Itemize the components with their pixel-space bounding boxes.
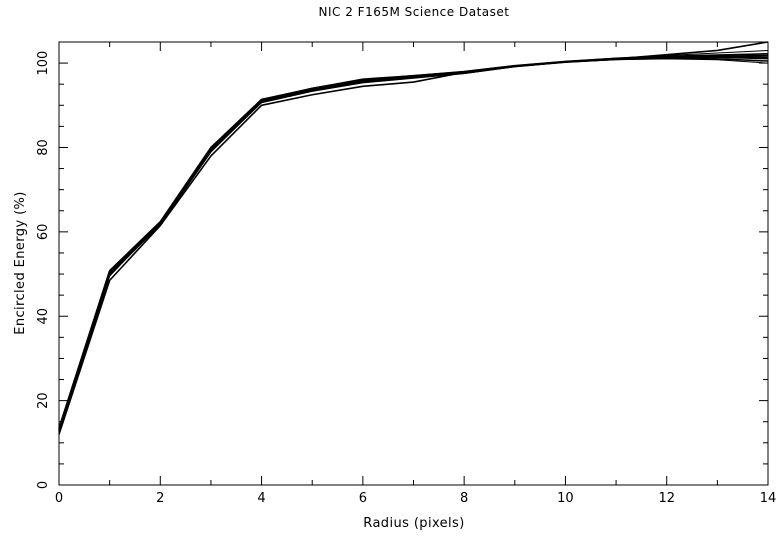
series-line-5 <box>58 57 769 432</box>
y-tick-label: 20 <box>36 392 51 409</box>
x-tick-label: 4 <box>257 491 265 506</box>
series-line-6 <box>58 55 769 430</box>
series-line-1 <box>58 54 769 431</box>
series-line-4 <box>58 41 769 435</box>
y-tick-label: 60 <box>36 224 51 241</box>
axis-ticks <box>58 41 769 486</box>
y-axis-label: Encircled Energy (%) <box>13 191 28 335</box>
series-line-9 <box>58 56 769 431</box>
x-tick-label: 6 <box>359 491 367 506</box>
x-tick-label: 0 <box>55 491 63 506</box>
x-axis-label: Radius (pixels) <box>363 516 464 531</box>
series-line-7 <box>58 58 769 432</box>
series-line-8 <box>58 49 769 430</box>
series-line-2 <box>58 56 768 433</box>
y-tick-label: 0 <box>36 481 51 489</box>
x-tick-label: 10 <box>557 491 574 506</box>
y-tick-label: 100 <box>36 51 51 76</box>
x-tick-label: 8 <box>460 491 468 506</box>
series-layer <box>58 41 769 435</box>
x-tick-label: 12 <box>658 491 675 506</box>
series-line-3 <box>58 53 769 429</box>
y-tick-label: 80 <box>36 139 51 156</box>
plot-area-frame <box>58 41 769 486</box>
y-tick-label: 40 <box>36 308 51 325</box>
axis-tick-labels: 0 2 4 6 8 10 12 14 0 20 40 60 80 100 <box>36 51 776 506</box>
chart-title: NIC 2 F165M Science Dataset <box>319 5 510 19</box>
x-tick-label: 2 <box>156 491 164 506</box>
x-tick-label: 14 <box>760 491 777 506</box>
